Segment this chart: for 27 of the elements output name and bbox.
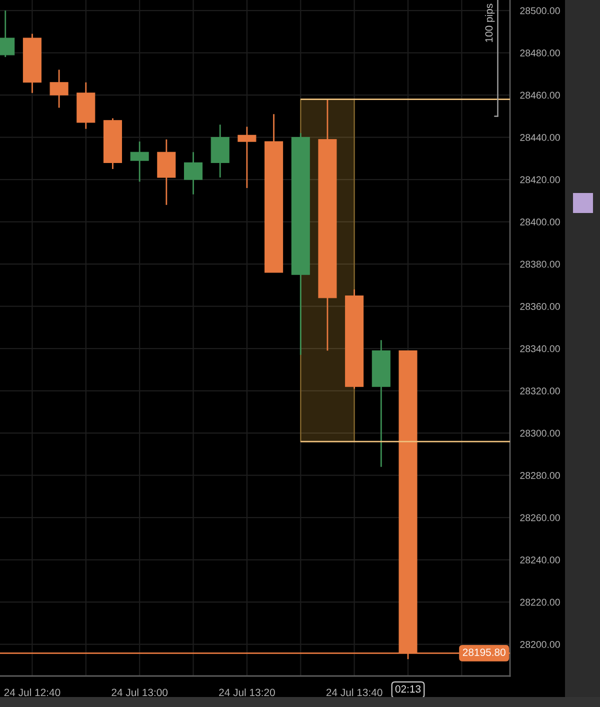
x-tick-label: 24 Jul 12:40 [4,688,60,696]
y-tick-label: 28200.00 [520,641,560,648]
candlestick [50,69,68,108]
annotation: 100 pips [484,4,495,42]
y-tick-label: 28300.00 [520,430,560,437]
x-tick-label: 24 Jul 13:00 [112,688,168,696]
y-tick-label: 28340.00 [520,345,560,352]
candlestick [130,140,149,182]
y-tick-label: 28240.00 [520,556,560,564]
x-tick-label: 24 Jul 13:20 [219,688,275,696]
y-tick-label: 28360.00 [520,303,560,310]
x-tick-label: 24 Jul 13:40 [326,688,382,696]
text: 02:13 [395,685,421,693]
y-tick-label: 28480.00 [520,50,560,56]
y-tick-label: 28220.00 [520,598,560,606]
y-tick-label: 28380.00 [520,260,560,268]
y-tick-label: 28400.00 [520,218,560,226]
y-tick-label: 28320.00 [520,388,560,394]
y-tick-label: 28500.00 [520,7,560,14]
y-tick-label: 28460.00 [520,92,560,99]
y-tick-label: 28440.00 [520,134,560,141]
ref-line-label: 28195.80 [462,648,506,656]
y-tick-label: 28420.00 [520,176,560,184]
candlestick [184,151,203,196]
candlestick [238,126,256,189]
y-tick-label: 28280.00 [520,472,560,479]
y-tick-label: 28260.00 [520,514,560,522]
